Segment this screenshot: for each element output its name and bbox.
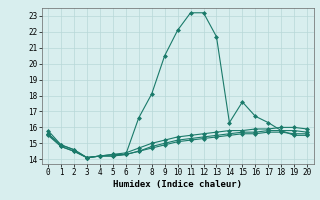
X-axis label: Humidex (Indice chaleur): Humidex (Indice chaleur) bbox=[113, 180, 242, 189]
